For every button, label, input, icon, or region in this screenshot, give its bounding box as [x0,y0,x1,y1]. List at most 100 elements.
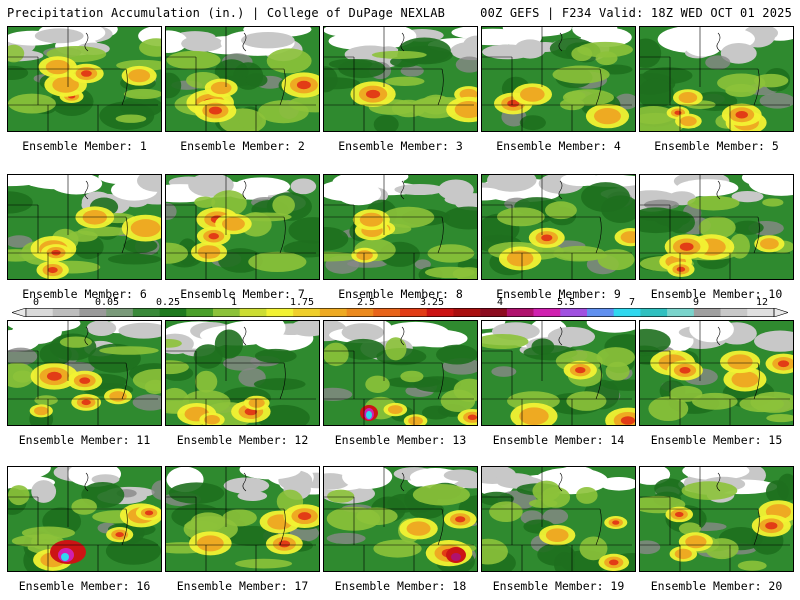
colorbar-label: 3.25 [419,297,445,308]
ensemble-panel-3[interactable]: Ensemble Member: 3 [323,26,478,153]
ensemble-member-label: Ensemble Member: 16 [18,579,151,593]
colorbar-swatch [319,308,347,317]
ensemble-panel-20[interactable]: Ensemble Member: 20 [639,466,794,593]
colorbar-swatch [346,308,374,317]
colorbar-swatch [293,308,321,317]
ensemble-panel-18[interactable]: Ensemble Member: 18 [323,466,478,593]
colorbar-swatch [373,308,401,317]
colorbar-track [12,308,788,317]
ensemble-member-label: Ensemble Member: 11 [18,433,151,447]
precip-map-18[interactable] [323,466,478,572]
colorbar-swatch [26,308,54,317]
precip-map-20[interactable] [639,466,794,572]
colorbar-label: 2.5 [356,297,376,308]
colorbar-swatch [159,308,187,317]
precip-map-6[interactable] [7,174,162,280]
ensemble-panel-6[interactable]: Ensemble Member: 6 [7,174,162,301]
ensemble-panel-4[interactable]: Ensemble Member: 4 [481,26,636,153]
ensemble-panel-19[interactable]: Ensemble Member: 19 [481,466,636,593]
colorbar-label: 4 [496,297,504,308]
precip-map-19[interactable] [481,466,636,572]
ensemble-panel-7[interactable]: Ensemble Member: 7 [165,174,320,301]
colorbar-label: 0.25 [155,297,181,308]
colorbar-swatch [560,308,588,317]
precip-map-10[interactable] [639,174,794,280]
precip-map-4[interactable] [481,26,636,132]
precip-map-1[interactable] [7,26,162,132]
ensemble-member-label: Ensemble Member: 15 [650,433,783,447]
precip-map-9[interactable] [481,174,636,280]
precip-map-11[interactable] [7,320,162,426]
ensemble-member-label: Ensemble Member: 20 [650,579,783,593]
colorbar-swatch [747,308,775,317]
precip-colorbar: 0 0.05 0.25 1 1.75 2.5 3.25 4 5.5 7 9 12 [12,297,788,319]
precip-map-12[interactable] [165,320,320,426]
colorbar-label: 5.5 [556,297,576,308]
ensemble-panel-17[interactable]: Ensemble Member: 17 [165,466,320,593]
colorbar-swatch [186,308,214,317]
colorbar-labels: 0 0.05 0.25 1 1.75 2.5 3.25 4 5.5 7 9 12 [12,297,788,308]
colorbar-swatch [640,308,668,317]
ensemble-member-label: Ensemble Member: 12 [176,433,309,447]
ensemble-panel-14[interactable]: Ensemble Member: 14 [481,320,636,447]
ensemble-member-label: Ensemble Member: 5 [654,139,779,153]
ensemble-panel-1[interactable]: Ensemble Member: 1 [7,26,162,153]
model-run-info: 00Z GEFS | F234 Valid: 18Z WED OCT 01 20… [480,6,792,20]
colorbar-swatch [52,308,80,317]
precip-map-2[interactable] [165,26,320,132]
precip-map-8[interactable] [323,174,478,280]
colorbar-swatch [400,308,428,317]
ensemble-panel-9[interactable]: Ensemble Member: 9 [481,174,636,301]
colorbar-swatch [693,308,721,317]
ensemble-panel-15[interactable]: Ensemble Member: 15 [639,320,794,447]
colorbar-right-arrow [773,308,788,317]
map-title: Precipitation Accumulation (in.) | Colle… [7,6,446,20]
colorbar-swatch [106,308,134,317]
colorbar-swatch [667,308,695,317]
colorbar-label: 7 [628,297,636,308]
ensemble-panel-5[interactable]: Ensemble Member: 5 [639,26,794,153]
colorbar-swatch [453,308,481,317]
colorbar-swatch [426,308,454,317]
ensemble-member-label: Ensemble Member: 17 [176,579,309,593]
colorbar-swatch [132,308,160,317]
precip-map-5[interactable] [639,26,794,132]
colorbar-swatch [506,308,534,317]
ensemble-panel-2[interactable]: Ensemble Member: 2 [165,26,320,153]
ensemble-member-label: Ensemble Member: 14 [492,433,625,447]
precip-map-15[interactable] [639,320,794,426]
ensemble-panel-13[interactable]: Ensemble Member: 13 [323,320,478,447]
colorbar-left-arrow [12,308,27,317]
colorbar-label: 0 [32,297,40,308]
ensemble-member-label: Ensemble Member: 19 [492,579,625,593]
colorbar-swatch [239,308,267,317]
precip-map-16[interactable] [7,466,162,572]
precip-map-13[interactable] [323,320,478,426]
ensemble-panel-12[interactable]: Ensemble Member: 12 [165,320,320,447]
ensemble-member-label: Ensemble Member: 6 [22,287,147,301]
colorbar-swatch [533,308,561,317]
colorbar-label: 0.05 [94,297,120,308]
precip-map-14[interactable] [481,320,636,426]
colorbar-swatch [480,308,508,317]
ensemble-member-label: Ensemble Member: 2 [180,139,305,153]
colorbar-swatch [613,308,641,317]
ensemble-panel-16[interactable]: Ensemble Member: 16 [7,466,162,593]
ensemble-member-label: Ensemble Member: 8 [338,287,463,301]
colorbar-label: 12 [755,297,769,308]
precip-map-3[interactable] [323,26,478,132]
ensemble-panel-10[interactable]: Ensemble Member: 10 [639,174,794,301]
colorbar-label: 1 [230,297,238,308]
colorbar-swatch [587,308,615,317]
precip-map-7[interactable] [165,174,320,280]
ensemble-member-label: Ensemble Member: 1 [22,139,147,153]
ensemble-member-label: Ensemble Member: 7 [180,287,305,301]
ensemble-member-label: Ensemble Member: 13 [334,433,467,447]
colorbar-label: 9 [692,297,700,308]
ensemble-member-label: Ensemble Member: 3 [338,139,463,153]
ensemble-panel-11[interactable]: Ensemble Member: 11 [7,320,162,447]
precip-map-17[interactable] [165,466,320,572]
ensemble-panel-8[interactable]: Ensemble Member: 8 [323,174,478,301]
ensemble-member-label: Ensemble Member: 4 [496,139,621,153]
ensemble-member-label: Ensemble Member: 9 [496,287,621,301]
